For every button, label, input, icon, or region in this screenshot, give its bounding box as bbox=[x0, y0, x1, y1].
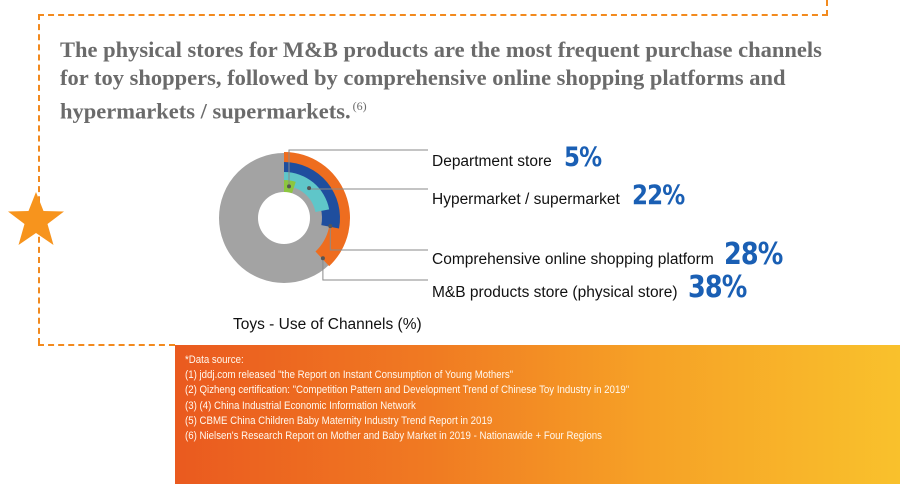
category-name: Hypermarket / supermarket bbox=[432, 191, 620, 208]
headline-reference: (6) bbox=[352, 99, 367, 113]
category-name: Comprehensive online shopping platform bbox=[432, 251, 714, 268]
headline: The physical stores for M&B products are… bbox=[60, 36, 850, 126]
leader-hypermarket-dot bbox=[307, 186, 312, 191]
category-name: Department store bbox=[432, 153, 552, 170]
label-hypermarket: Hypermarket / supermarket 22% bbox=[432, 180, 694, 211]
source-item: (2) Qizheng certification: "Competition … bbox=[185, 384, 630, 397]
source-heading: *Data source: bbox=[185, 354, 244, 366]
chart-title: Toys - Use of Channels (%) bbox=[233, 316, 422, 333]
dashed-frame-right bbox=[826, 0, 828, 16]
source-item: (3) (4) China Industrial Economic Inform… bbox=[185, 399, 416, 412]
category-name: M&B products store (physical store) bbox=[432, 284, 678, 301]
leader-online-platform bbox=[329, 226, 428, 251]
leader-department-store-dot bbox=[287, 184, 292, 189]
source-item: (5) CBME China Children Baby Maternity I… bbox=[185, 414, 493, 427]
slice-mb-store bbox=[284, 152, 350, 267]
value-mb-store: 38% bbox=[687, 270, 747, 305]
dashed-frame-bottom bbox=[38, 344, 175, 346]
dashed-frame-top bbox=[38, 14, 828, 16]
label-department-store: Department store 5% bbox=[432, 142, 608, 173]
value-hypermarket: 22% bbox=[632, 180, 685, 211]
leader-online-platform-dot bbox=[328, 224, 333, 229]
data-source-list: *Data source: (1) jddj.com released "the… bbox=[185, 353, 629, 444]
label-mb-store: M&B products store (physical store) 38% bbox=[432, 270, 757, 305]
value-online-platform: 28% bbox=[724, 237, 783, 272]
label-online-platform: Comprehensive online shopping platform 2… bbox=[432, 237, 793, 272]
headline-text: The physical stores for M&B products are… bbox=[60, 37, 822, 124]
leader-mb-store bbox=[322, 258, 428, 281]
leader-mb-store-dot bbox=[320, 256, 325, 261]
dashed-frame-left bbox=[38, 14, 40, 344]
data-source-panel: *Data source: (1) jddj.com released "the… bbox=[175, 345, 900, 484]
source-item: (6) Nielsen's Research Report on Mother … bbox=[185, 430, 602, 443]
donut-hole bbox=[258, 192, 310, 244]
leader-department-store bbox=[288, 149, 428, 187]
star-icon bbox=[8, 192, 64, 245]
source-item: (1) jddj.com released "the Report on Ins… bbox=[185, 369, 514, 382]
value-department-store: 5% bbox=[564, 142, 602, 173]
